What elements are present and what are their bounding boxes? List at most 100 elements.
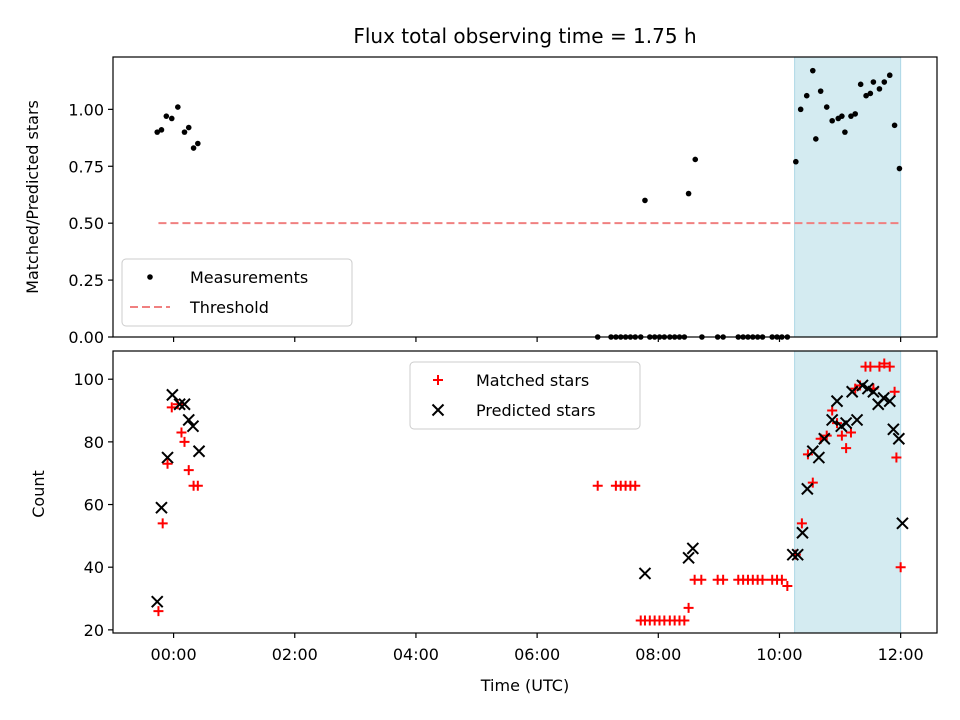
bottom-y-tick-label: 20 [84,621,104,640]
top-series-measurements-point [154,129,161,135]
bottom-series-predicted-stars-point [845,385,859,398]
top-series-measurements-point [158,127,165,133]
top-series-measurements-point [642,197,648,204]
top-series-measurements-point [163,113,170,119]
bottom-y-tick-label: 40 [84,558,104,577]
bottom-series-predicted-stars-point [186,419,200,433]
bottom-series-predicted-stars-point [786,548,800,561]
top-series-measurements-point [876,86,883,92]
top-legend-entry: Measurements [147,268,308,287]
top-series-measurements-point [175,104,181,110]
bottom-series-predicted-stars-point [791,548,804,561]
bottom-legend-entry: Matched stars [433,371,589,390]
top-y-axis-label: Matched/Predicted stars [23,100,42,294]
bottom-series-matched-stars-point [802,449,813,460]
top-series-measurements-point [181,129,188,135]
bottom-series-predicted-stars-point [818,432,831,445]
bottom-series-predicted-stars-point [151,595,164,608]
x-axis-label: Time (UTC) [480,676,569,695]
top-series-measurements-point [190,145,197,151]
bottom-series-matched-stars-point [884,361,895,372]
top-series-measurements-point [870,79,877,85]
bottom-series-predicted-stars-point [887,423,900,436]
top-legend-box [121,258,353,327]
bottom-legend-label: Predicted stars [476,401,596,420]
top-series-measurements-point [848,113,854,119]
bottom-series-matched-stars-point [157,518,168,529]
top-legend-label: Threshold [189,298,269,317]
bottom-series-matched-stars-point [879,358,890,369]
top-series-measurements-point [692,156,699,163]
top-y-tick-label: 0.25 [68,271,104,290]
top-series-measurements-point [813,136,819,142]
top-series-measurements-point [797,106,804,113]
top-series-measurements-point [168,115,175,122]
top-legend-label: Measurements [190,268,308,287]
top-series-measurements-point [886,72,893,79]
top-series-measurements-point [842,129,848,135]
bottom-series-matched-stars-point [865,361,876,372]
top-series-measurements-point [891,122,898,129]
top-series-measurements-point [185,124,192,131]
bottom-plot-frame [112,350,938,634]
bottom-x-tick-label: 08:00 [635,645,681,664]
bottom-series-matched-stars-point [776,574,787,585]
top-panel-measurements-ratio: 0.00 0.25 0.50 0.75 1.00 Measurements Threshol… [68,56,938,347]
top-series-measurements-point [829,117,835,124]
top-legend-handle [147,274,153,280]
bottom-series-predicted-stars-point [883,394,896,408]
bottom-series-predicted-stars-point [796,526,809,539]
top-y-tick-label: 1.00 [68,100,104,119]
bottom-series-predicted-stars-point [867,385,880,398]
top-legend-entry: Threshold [130,298,269,317]
bottom-legend-label: Matched stars [476,371,589,390]
top-series-measurements-point [817,88,824,94]
bottom-legend-box [409,361,641,430]
top-series-measurements-point [793,158,799,165]
bottom-series-predicted-stars-point [178,398,191,411]
bottom-series-matched-stars-point [179,436,190,447]
top-series-measurements-point [685,190,692,197]
bottom-series-matched-stars-point [891,452,902,463]
bottom-series-predicted-stars-point [173,398,186,411]
top-series-measurements-point [857,81,864,88]
bottom-y-tick-label: 60 [84,496,104,515]
bottom-x-tick-label: 00:00 [151,645,197,664]
bottom-series-predicted-stars-point [682,551,695,565]
bottom-legend-handle [431,403,445,417]
bottom-series-predicted-stars-point [877,391,890,405]
bottom-x-tick-label: 02:00 [272,645,318,664]
bottom-series-matched-stars-point [841,443,852,454]
top-y-tick-label: 0.00 [68,328,104,347]
bottom-series-predicted-stars-point [830,394,844,408]
top-plot-frame [112,56,938,338]
bottom-series-predicted-stars-point [825,413,839,427]
top-y-tick-label: 0.75 [68,157,104,176]
bottom-series-predicted-stars-point [182,413,195,427]
bottom-series-matched-stars-point [183,465,194,476]
bottom-series-matched-stars-point [630,480,641,491]
bottom-series-predicted-stars-point [839,416,853,430]
bottom-series-predicted-stars-point [161,451,174,464]
bottom-series-matched-stars-point [796,518,807,529]
top-series-measurements-point [839,113,845,119]
bottom-series-predicted-stars-point [166,388,179,402]
bottom-x-tick-label: 06:00 [514,645,560,664]
top-y-tick-label: 0.50 [68,214,104,233]
bottom-legend-handle [433,375,443,385]
bottom-series-predicted-stars-point [155,501,168,514]
bottom-panel-star-counts: 20 40 60 80 100 00:00 02:00 04:00 06:00 08:00 10:0… [73,350,938,664]
bottom-series-matched-stars-point [679,615,690,626]
top-series-measurements-point [863,92,869,99]
bottom-y-tick-label: 80 [84,433,104,452]
top-series-measurements-point [823,104,830,110]
bottom-legend-entry: Predicted stars [431,401,596,420]
bottom-series-matched-stars-point [807,477,818,488]
bottom-series-matched-stars-point [782,581,793,591]
bottom-series-predicted-stars-point [638,567,652,580]
bottom-series-matched-stars-point [836,430,847,441]
bottom-series-predicted-stars-point [892,432,906,445]
bottom-series-predicted-stars-point [801,482,814,496]
bottom-y-axis-label: Count [29,470,48,518]
